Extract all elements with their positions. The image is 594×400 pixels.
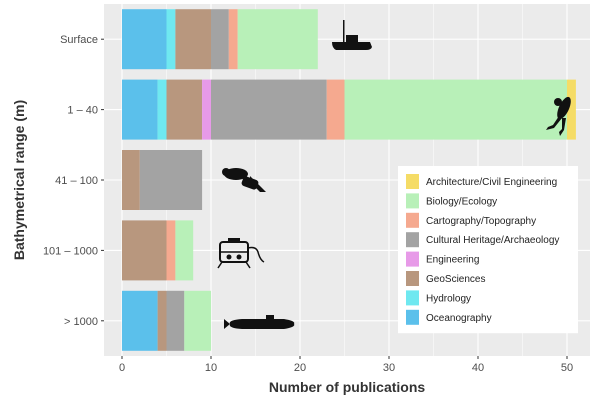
y-tick-label-1000: > 1000 (64, 316, 98, 328)
bar-segment-1-40-architecture-civil-engineering (567, 79, 576, 140)
legend-label-engineering: Engineering (426, 255, 479, 266)
y-tick-label-surface: Surface (60, 34, 98, 46)
x-tick-label: 20 (294, 362, 306, 374)
x-tick-label: 50 (561, 362, 573, 374)
bar-segment-41-100-geosciences (122, 150, 140, 210)
legend-label-architecture-civil-engineering: Architecture/Civil Engineering (426, 177, 557, 188)
bar-segment-1-40-oceanography (122, 79, 158, 140)
bar-segment-surface-cartography-topography (228, 9, 238, 70)
bar-segment-1-40-hydrology (157, 79, 167, 140)
y-tick-label-101-1000: 101 – 1000 (43, 245, 98, 257)
bar-segment-1-40-cultural-heritage-archaeology (211, 79, 327, 140)
x-tick-label: 40 (472, 362, 484, 374)
x-tick-label: 10 (205, 362, 217, 374)
legend-label-biology-ecology: Biology/Ecology (426, 196, 497, 207)
bar-segment-101-1000-biology-ecology (175, 220, 194, 281)
y-tick-label-41-100: 41 – 100 (55, 175, 98, 187)
legend-swatch-biology-ecology (406, 193, 419, 209)
bar-segment-1000-oceanography (122, 290, 158, 351)
legend-label-geosciences: GeoSciences (426, 274, 485, 285)
legend-label-cartography-topography: Cartography/Topography (426, 216, 536, 227)
legend-swatch-hydrology (406, 290, 419, 306)
legend-swatch-cartography-topography (406, 212, 419, 228)
y-axis-ticks: Surface 1 – 40 41 – 100 101 – 1000 > 1000 (43, 34, 104, 328)
bar-segment-1000-geosciences (157, 290, 167, 351)
bar-segment-1000-biology-ecology (184, 290, 211, 351)
x-tick-label: 30 (383, 362, 395, 374)
scooter-diver-icon (222, 168, 266, 192)
bar-segment-101-1000-geosciences (122, 220, 167, 281)
bar-segment-surface-hydrology (166, 9, 176, 70)
bar-segment-1-40-geosciences (166, 79, 203, 140)
bar-segment-1000-cultural-heritage-archaeology (166, 290, 185, 351)
y-axis-title: Bathymetrical range (m) (11, 100, 27, 260)
bar-segment-surface-oceanography (122, 9, 167, 70)
legend: Architecture/Civil Engineering Biology/Ec… (398, 166, 578, 334)
legend-swatch-engineering (406, 251, 419, 267)
bar-segment-surface-geosciences (175, 9, 211, 70)
legend-label-cultural-heritage-archaeology: Cultural Heritage/Archaeology (426, 235, 559, 246)
bars (122, 9, 576, 351)
bar-segment-101-1000-cartography-topography (166, 220, 176, 281)
boat-icon (332, 20, 372, 50)
rov-icon (217, 238, 265, 269)
bar-segment-1-40-biology-ecology (344, 79, 567, 140)
legend-swatch-architecture-civil-engineering (406, 174, 419, 189)
legend-box (398, 166, 578, 334)
x-tick-label: 0 (119, 362, 125, 374)
bar-segment-1-40-engineering (202, 79, 211, 140)
legend-label-oceanography: Oceanography (426, 313, 492, 324)
icons (217, 20, 571, 329)
x-axis-title: Number of publications (269, 379, 426, 395)
bar-segment-surface-cultural-heritage-archaeology (211, 9, 229, 70)
submarine-icon (224, 315, 295, 329)
legend-label-hydrology: Hydrology (426, 293, 471, 304)
bar-segment-41-100-cultural-heritage-archaeology (139, 150, 203, 210)
diver-icon (546, 96, 571, 136)
y-tick-label-1-40: 1 – 40 (67, 105, 98, 117)
x-axis-ticks: 0 10 20 30 40 50 (119, 356, 573, 374)
legend-swatch-oceanography (406, 309, 419, 325)
bar-segment-surface-biology-ecology (237, 9, 318, 70)
legend-swatch-cultural-heritage-archaeology (406, 232, 419, 248)
bar-segment-1-40-cartography-topography (326, 79, 345, 140)
legend-swatch-geosciences (406, 271, 419, 286)
